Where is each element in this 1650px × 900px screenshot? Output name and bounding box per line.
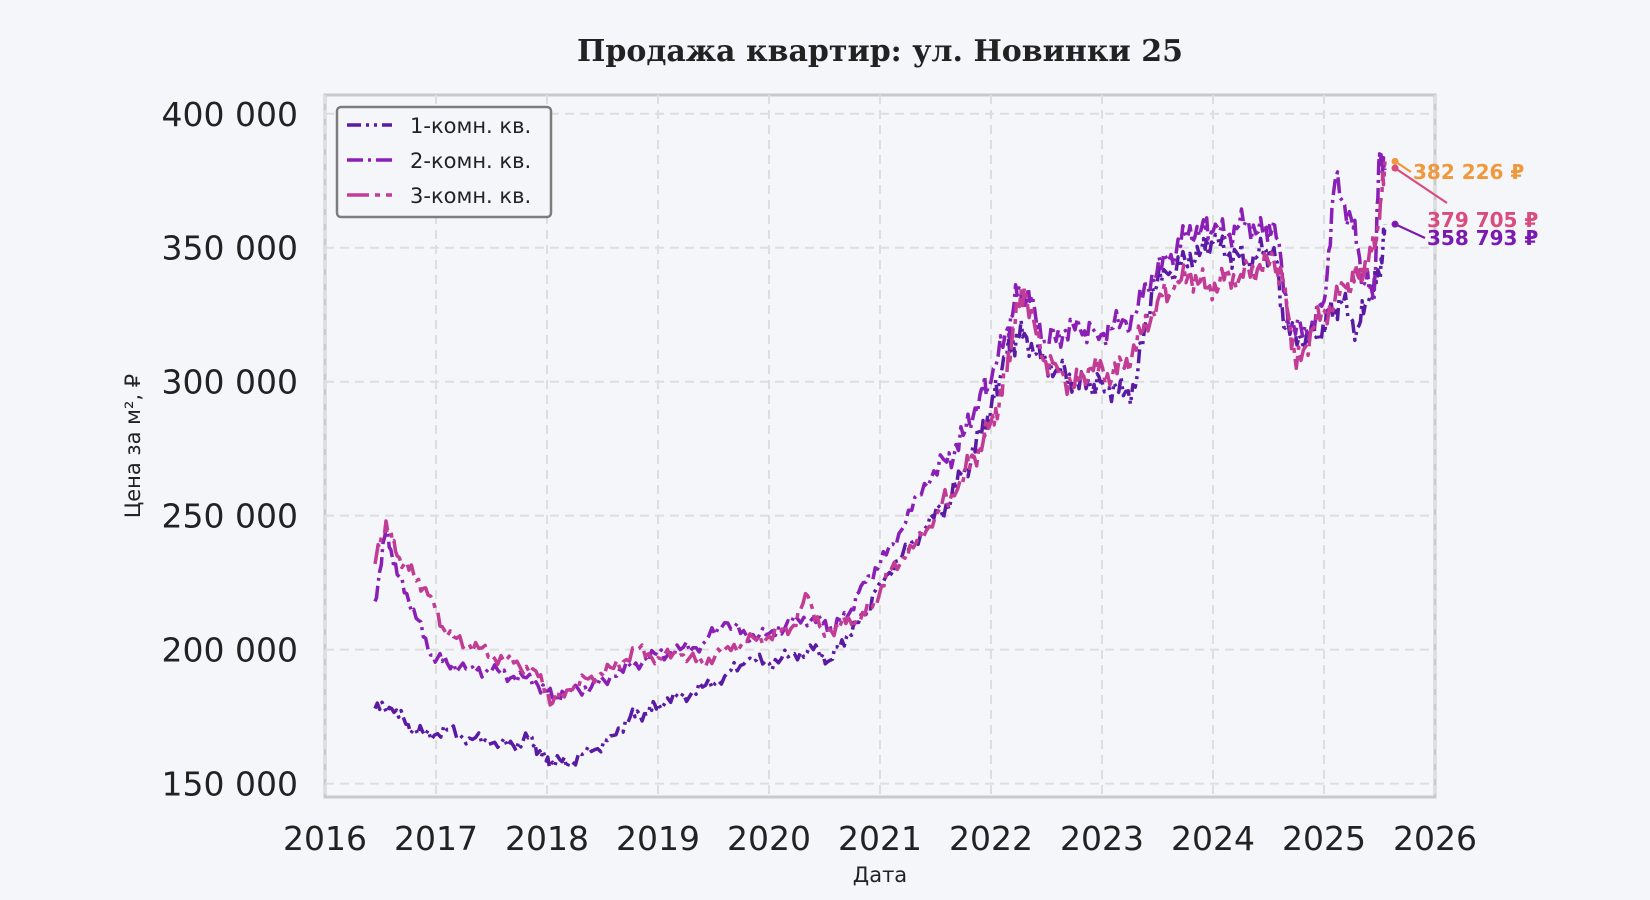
annotation-label: 358 793 ₽ bbox=[1427, 226, 1538, 250]
annotation-label: 379 705 ₽ bbox=[1427, 208, 1538, 232]
series-line bbox=[373, 224, 1387, 770]
x-tick-label: 2022 bbox=[949, 819, 1033, 858]
x-tick-label: 2025 bbox=[1282, 819, 1366, 858]
x-tick-label: 2018 bbox=[505, 819, 589, 858]
annotation-arrowhead bbox=[1391, 220, 1399, 228]
x-tick-label: 2020 bbox=[727, 819, 811, 858]
x-tick-label: 2026 bbox=[1393, 819, 1477, 858]
x-tick-label: 2021 bbox=[838, 819, 922, 858]
y-axis-label: Цена за м², ₽ bbox=[121, 374, 145, 518]
y-tick-label: 250 000 bbox=[162, 497, 298, 536]
grid bbox=[324, 95, 1436, 797]
y-tick-label: 300 000 bbox=[162, 363, 298, 402]
series-line bbox=[373, 161, 1387, 707]
series-line bbox=[373, 152, 1387, 704]
y-tick-label: 400 000 bbox=[162, 95, 298, 134]
annotation-arrow bbox=[1394, 167, 1448, 204]
x-axis-label: Дата bbox=[853, 863, 907, 887]
x-tick-label: 2017 bbox=[394, 819, 478, 858]
legend-box bbox=[335, 105, 553, 219]
legend-label: 1-комн. кв. bbox=[410, 114, 531, 138]
y-tick-label: 200 000 bbox=[162, 631, 298, 670]
legend-label: 3-комн. кв. bbox=[410, 184, 531, 208]
x-tick-label: 2024 bbox=[1171, 819, 1255, 858]
chart-title: Продажа квартир: ул. Новинки 25 bbox=[577, 34, 1183, 69]
end-value-annotations: 382 226 ₽ 379 705 ₽358 793 ₽ bbox=[1391, 157, 1538, 250]
series-lines bbox=[373, 152, 1387, 770]
y-axis-ticks: 150 000 200 000 250 000 300 000 350 000 400 0… bbox=[162, 95, 298, 804]
x-tick-label: 2019 bbox=[616, 819, 700, 858]
x-tick-label: 2016 bbox=[283, 819, 367, 858]
legend-label: 2-комн. кв. bbox=[410, 149, 531, 173]
y-tick-label: 350 000 bbox=[162, 229, 298, 268]
annotation-arrowhead bbox=[1391, 157, 1399, 165]
annotation-arrow bbox=[1394, 223, 1426, 239]
x-tick-label: 2023 bbox=[1060, 819, 1144, 858]
annotation-label: 382 226 ₽ bbox=[1413, 160, 1524, 184]
annotation-arrowhead bbox=[1391, 164, 1399, 172]
y-tick-label: 150 000 bbox=[162, 765, 298, 804]
x-axis-ticks: 2016 2017 2018 2019 2020 2021 2022 2023 2024 2025… bbox=[283, 819, 1477, 858]
legend: 1-комн. кв. 2-комн. кв. 3-комн. кв. bbox=[335, 105, 553, 219]
